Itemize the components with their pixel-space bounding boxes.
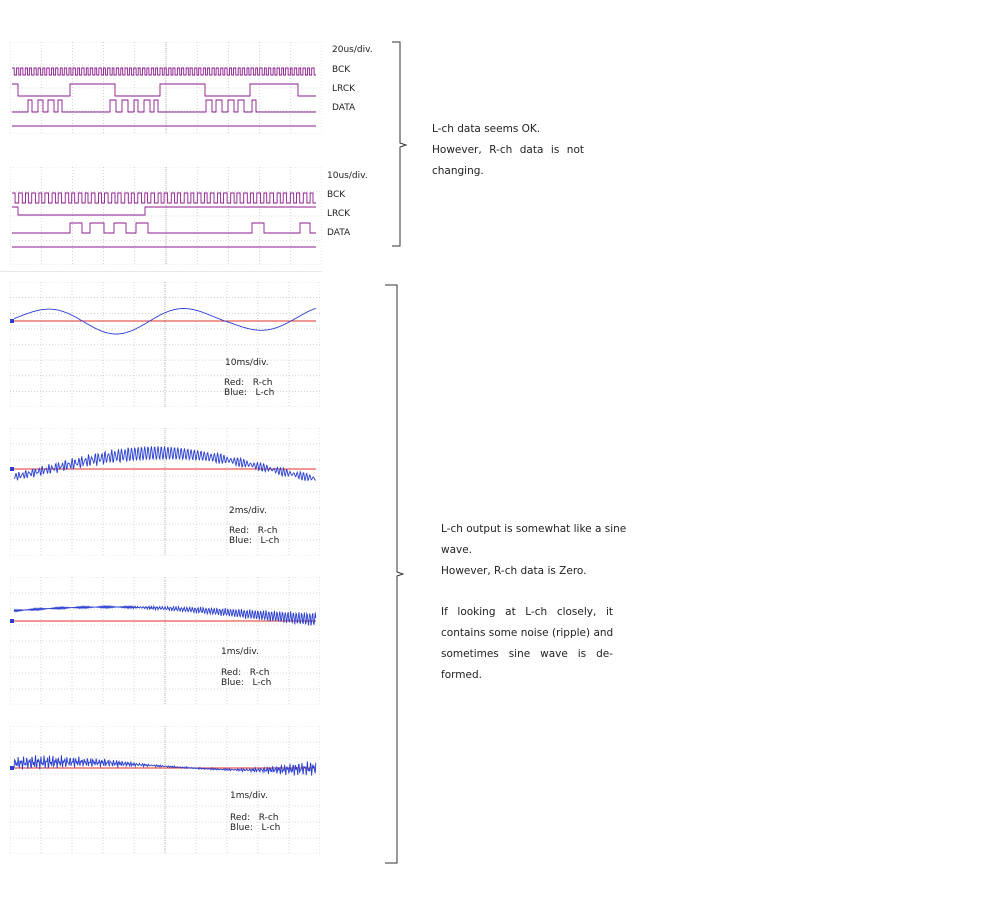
analog-legend-blue-2: Blue: L-ch <box>229 536 280 546</box>
analog-note-line <box>441 582 613 602</box>
analog-note-line: formed. <box>441 669 482 681</box>
digital-scope-capture-2 <box>10 167 322 265</box>
digital-note-line: L-ch data seems OK. <box>432 123 541 135</box>
analog-legend-red-2: Red: R-ch <box>229 526 278 536</box>
analog-note-line: However, R-ch data is Zero. <box>441 565 587 577</box>
analog-waveform-plot-2 <box>10 428 320 556</box>
analog-note-line: contains some noise (ripple) and <box>441 627 614 639</box>
analog-legend-blue-4: Blue: L-ch <box>230 823 281 833</box>
right-brace-top <box>392 41 408 247</box>
analog-waveform-plot-3 <box>10 577 320 705</box>
l-ch-trace <box>13 755 317 776</box>
analog-waveform-plot-4 <box>10 726 320 854</box>
right-brace-bottom <box>385 284 405 864</box>
analog-note-line: wave. <box>441 544 473 556</box>
bck-trace <box>12 67 316 76</box>
lrck-trace <box>12 83 316 97</box>
ground-marker <box>10 766 14 770</box>
analog-legend-blue-3: Blue: L-ch <box>221 678 272 688</box>
data-trace <box>12 222 316 234</box>
ground-marker <box>10 319 14 323</box>
data-label-1: DATA <box>332 103 356 113</box>
digital-waveform-plot-1 <box>10 42 322 134</box>
bck-label-2: BCK <box>327 190 346 200</box>
digital-note-line: changing. <box>432 165 484 177</box>
lrck-trace <box>12 206 316 216</box>
analog-note-line: L-ch output is somewhat like a sine <box>441 523 627 535</box>
digital-scope-capture-1 <box>10 42 322 134</box>
analog-timebase-4: 1ms/div. <box>230 791 268 801</box>
l-ch-trace <box>13 604 317 626</box>
analog-timebase-3: 1ms/div. <box>221 647 259 657</box>
bck-label-1: BCK <box>332 65 351 75</box>
analog-legend-red-4: Red: R-ch <box>230 813 279 823</box>
analog-timebase-1: 10ms/div. <box>225 358 269 368</box>
l-ch-trace <box>14 446 317 482</box>
timebase-label-2: 10us/div. <box>327 171 368 181</box>
analog-scope-capture-4 <box>10 726 320 854</box>
analog-scope-capture-3 <box>10 577 320 705</box>
analog-waveform-plot-1 <box>10 282 320 407</box>
lrck-label-1: LRCK <box>332 84 356 94</box>
analog-note: L-ch output is somewhat like a sine wave… <box>441 519 627 686</box>
analog-note-line: sometimes sine wave is de- <box>441 648 613 660</box>
digital-note-line: However, R-ch data is not <box>432 144 584 156</box>
analog-timebase-2: 2ms/div. <box>229 506 267 516</box>
analog-scope-capture-1 <box>10 282 320 407</box>
bck-trace <box>12 192 316 204</box>
data-label-2: DATA <box>327 228 351 238</box>
lrck-label-2: LRCK <box>327 209 351 219</box>
analog-legend-red-3: Red: R-ch <box>221 668 270 678</box>
analog-scope-capture-2 <box>10 428 320 556</box>
l-ch-trace <box>13 307 316 335</box>
section-divider <box>0 271 322 272</box>
data-trace <box>12 99 316 113</box>
timebase-label-1: 20us/div. <box>332 45 373 55</box>
analog-legend-red-1: Red: R-ch <box>224 378 273 388</box>
analog-legend-blue-1: Blue: L-ch <box>224 388 275 398</box>
analog-note-line: If looking at L-ch closely, it <box>441 606 613 618</box>
digital-waveform-plot-2 <box>10 167 322 265</box>
ground-marker <box>10 467 14 471</box>
digital-note: L-ch data seems OK. However, R-ch data i… <box>432 119 584 182</box>
ground-marker <box>10 619 14 623</box>
